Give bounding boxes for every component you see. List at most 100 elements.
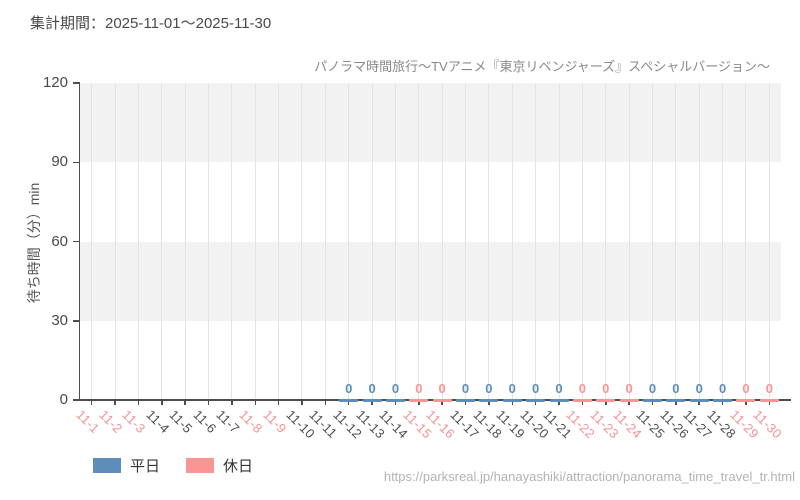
- data-point-label: 0: [532, 381, 540, 396]
- data-point-marker: [596, 398, 616, 402]
- x-tick-mark: [207, 400, 210, 405]
- gridline: [394, 83, 396, 400]
- data-point-marker: [572, 398, 592, 402]
- x-tick-mark: [534, 400, 537, 405]
- x-tick-label: 11-1: [73, 407, 103, 437]
- y-tick-label: 120: [42, 74, 68, 91]
- legend-swatch: [186, 458, 215, 473]
- x-tick-label: 11-2: [96, 407, 126, 437]
- x-tick-mark: [90, 400, 93, 405]
- y-tick-label: 30: [51, 311, 68, 329]
- gridline: [184, 83, 186, 400]
- y-tick-mark: [73, 320, 80, 322]
- gridline: [511, 83, 513, 400]
- x-tick-label: 11-9: [260, 407, 290, 437]
- x-tick-mark: [137, 400, 140, 405]
- gridline: [465, 83, 467, 400]
- data-point-label: 0: [742, 381, 750, 396]
- x-tick-mark: [324, 400, 327, 405]
- x-tick-mark: [301, 400, 303, 405]
- x-tick-mark: [745, 400, 747, 405]
- data-point-label: 0: [625, 381, 633, 396]
- data-point-label: 0: [508, 381, 516, 396]
- x-tick-mark: [605, 400, 607, 405]
- data-point-label: 0: [765, 381, 773, 396]
- gridline: [114, 83, 116, 400]
- x-tick-mark: [464, 400, 467, 405]
- data-point-label: 0: [718, 381, 727, 396]
- x-tick-mark: [277, 400, 280, 405]
- y-tick-label: 60: [51, 232, 68, 250]
- data-point-marker: [432, 398, 452, 402]
- x-tick-mark: [488, 400, 490, 405]
- data-point-marker: [736, 398, 756, 402]
- x-tick-mark: [558, 400, 560, 405]
- gridline: [137, 83, 139, 400]
- gridline: [698, 83, 700, 400]
- y-tick-mark: [73, 399, 80, 401]
- data-point-marker: [362, 398, 382, 402]
- x-tick-mark: [394, 400, 397, 405]
- gridline: [651, 83, 653, 400]
- legend-item: 休日: [186, 455, 253, 476]
- chart-legend: 平日 休日: [93, 455, 253, 476]
- data-point-label: 0: [368, 381, 376, 396]
- data-point-label: 0: [345, 381, 353, 396]
- x-tick-mark: [628, 400, 630, 405]
- data-point-marker: [456, 398, 476, 402]
- gridline: [745, 83, 747, 400]
- gridline: [768, 83, 770, 400]
- x-tick-mark: [441, 400, 443, 405]
- data-point-marker: [526, 398, 546, 402]
- x-tick-mark: [161, 400, 163, 405]
- gridline: [254, 83, 256, 400]
- data-point-label: 0: [648, 381, 657, 396]
- y-tick-label: 90: [51, 153, 68, 171]
- data-point-marker: [409, 398, 429, 402]
- y-tick-mark: [73, 82, 80, 84]
- y-tick-mark: [73, 161, 80, 163]
- gridline: [675, 83, 677, 400]
- gridline: [348, 83, 350, 400]
- data-point-label: 0: [578, 381, 586, 396]
- gridline: [418, 83, 420, 400]
- data-point-marker: [502, 398, 522, 402]
- source-url: https://parksreal.jp/hanayashiki/attract…: [383, 469, 795, 484]
- legend-item: 平日: [93, 455, 160, 476]
- data-point-label: 0: [461, 381, 470, 396]
- data-point-label: 0: [555, 381, 563, 396]
- data-point-marker: [549, 398, 569, 402]
- gridline: [301, 83, 303, 400]
- data-point-marker: [385, 398, 405, 402]
- x-tick-mark: [371, 400, 373, 405]
- data-point-marker: [689, 398, 709, 402]
- x-tick-mark: [721, 400, 724, 405]
- x-tick-label: 11-5: [166, 407, 196, 437]
- gridline: [535, 83, 537, 400]
- x-tick-mark: [254, 400, 256, 405]
- gridline: [605, 83, 607, 400]
- gridline: [371, 83, 373, 400]
- x-tick-label: 11-3: [119, 407, 149, 437]
- data-point-label: 0: [415, 381, 423, 396]
- x-tick-label: 11-6: [189, 407, 220, 437]
- data-point-marker: [479, 398, 499, 402]
- x-tick-label: 11-4: [143, 407, 173, 437]
- gridline: [324, 83, 326, 400]
- period-label: 集計期間：2025-11-01～2025-11-30: [30, 15, 272, 32]
- gridline: [581, 83, 583, 400]
- plot-band: [80, 241, 781, 321]
- y-tick-label: 0: [59, 391, 68, 408]
- x-tick-mark: [231, 400, 233, 405]
- gridline: [488, 83, 490, 400]
- data-point-label: 0: [485, 381, 493, 396]
- data-point-marker: [619, 398, 639, 402]
- x-tick-label: 11-8: [236, 407, 266, 437]
- x-tick-mark: [347, 400, 350, 405]
- gridline: [558, 83, 560, 400]
- data-point-label: 0: [438, 381, 446, 396]
- legend-label: 平日: [130, 458, 161, 475]
- x-tick-mark: [114, 400, 116, 405]
- x-tick-mark: [698, 400, 700, 405]
